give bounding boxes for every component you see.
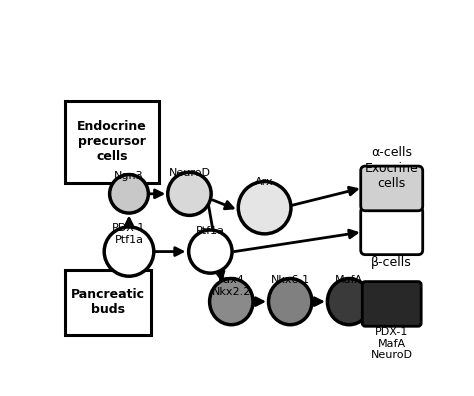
Text: β-cells: β-cells xyxy=(371,256,412,269)
FancyBboxPatch shape xyxy=(64,270,152,335)
Text: Ngn3: Ngn3 xyxy=(114,171,144,181)
Ellipse shape xyxy=(189,230,232,273)
FancyBboxPatch shape xyxy=(362,282,421,326)
Ellipse shape xyxy=(210,278,253,325)
Text: Endocrine
precursor
cells: Endocrine precursor cells xyxy=(77,120,147,163)
Ellipse shape xyxy=(328,278,371,325)
Text: PDX-1
MafA
NeuroD: PDX-1 MafA NeuroD xyxy=(371,327,413,360)
Text: Exocrine
cells: Exocrine cells xyxy=(365,162,419,190)
Ellipse shape xyxy=(104,227,154,276)
Ellipse shape xyxy=(268,278,312,325)
Text: Arx: Arx xyxy=(255,177,274,187)
FancyBboxPatch shape xyxy=(361,166,423,211)
Text: Pax4
Nkx2.2: Pax4 Nkx2.2 xyxy=(211,276,251,297)
Text: Nkx6.1: Nkx6.1 xyxy=(271,276,310,286)
FancyBboxPatch shape xyxy=(361,207,423,255)
Ellipse shape xyxy=(168,172,211,215)
Text: α-cells: α-cells xyxy=(371,146,412,159)
FancyBboxPatch shape xyxy=(64,101,159,183)
Text: NeuroD: NeuroD xyxy=(168,168,210,179)
Ellipse shape xyxy=(238,181,291,234)
Ellipse shape xyxy=(109,175,148,213)
Text: PDX-1
Ptf1a: PDX-1 Ptf1a xyxy=(112,223,146,245)
Text: MafA: MafA xyxy=(335,276,363,286)
Text: Ptf1a: Ptf1a xyxy=(196,226,225,236)
Text: Pancreatic
buds: Pancreatic buds xyxy=(71,288,145,316)
